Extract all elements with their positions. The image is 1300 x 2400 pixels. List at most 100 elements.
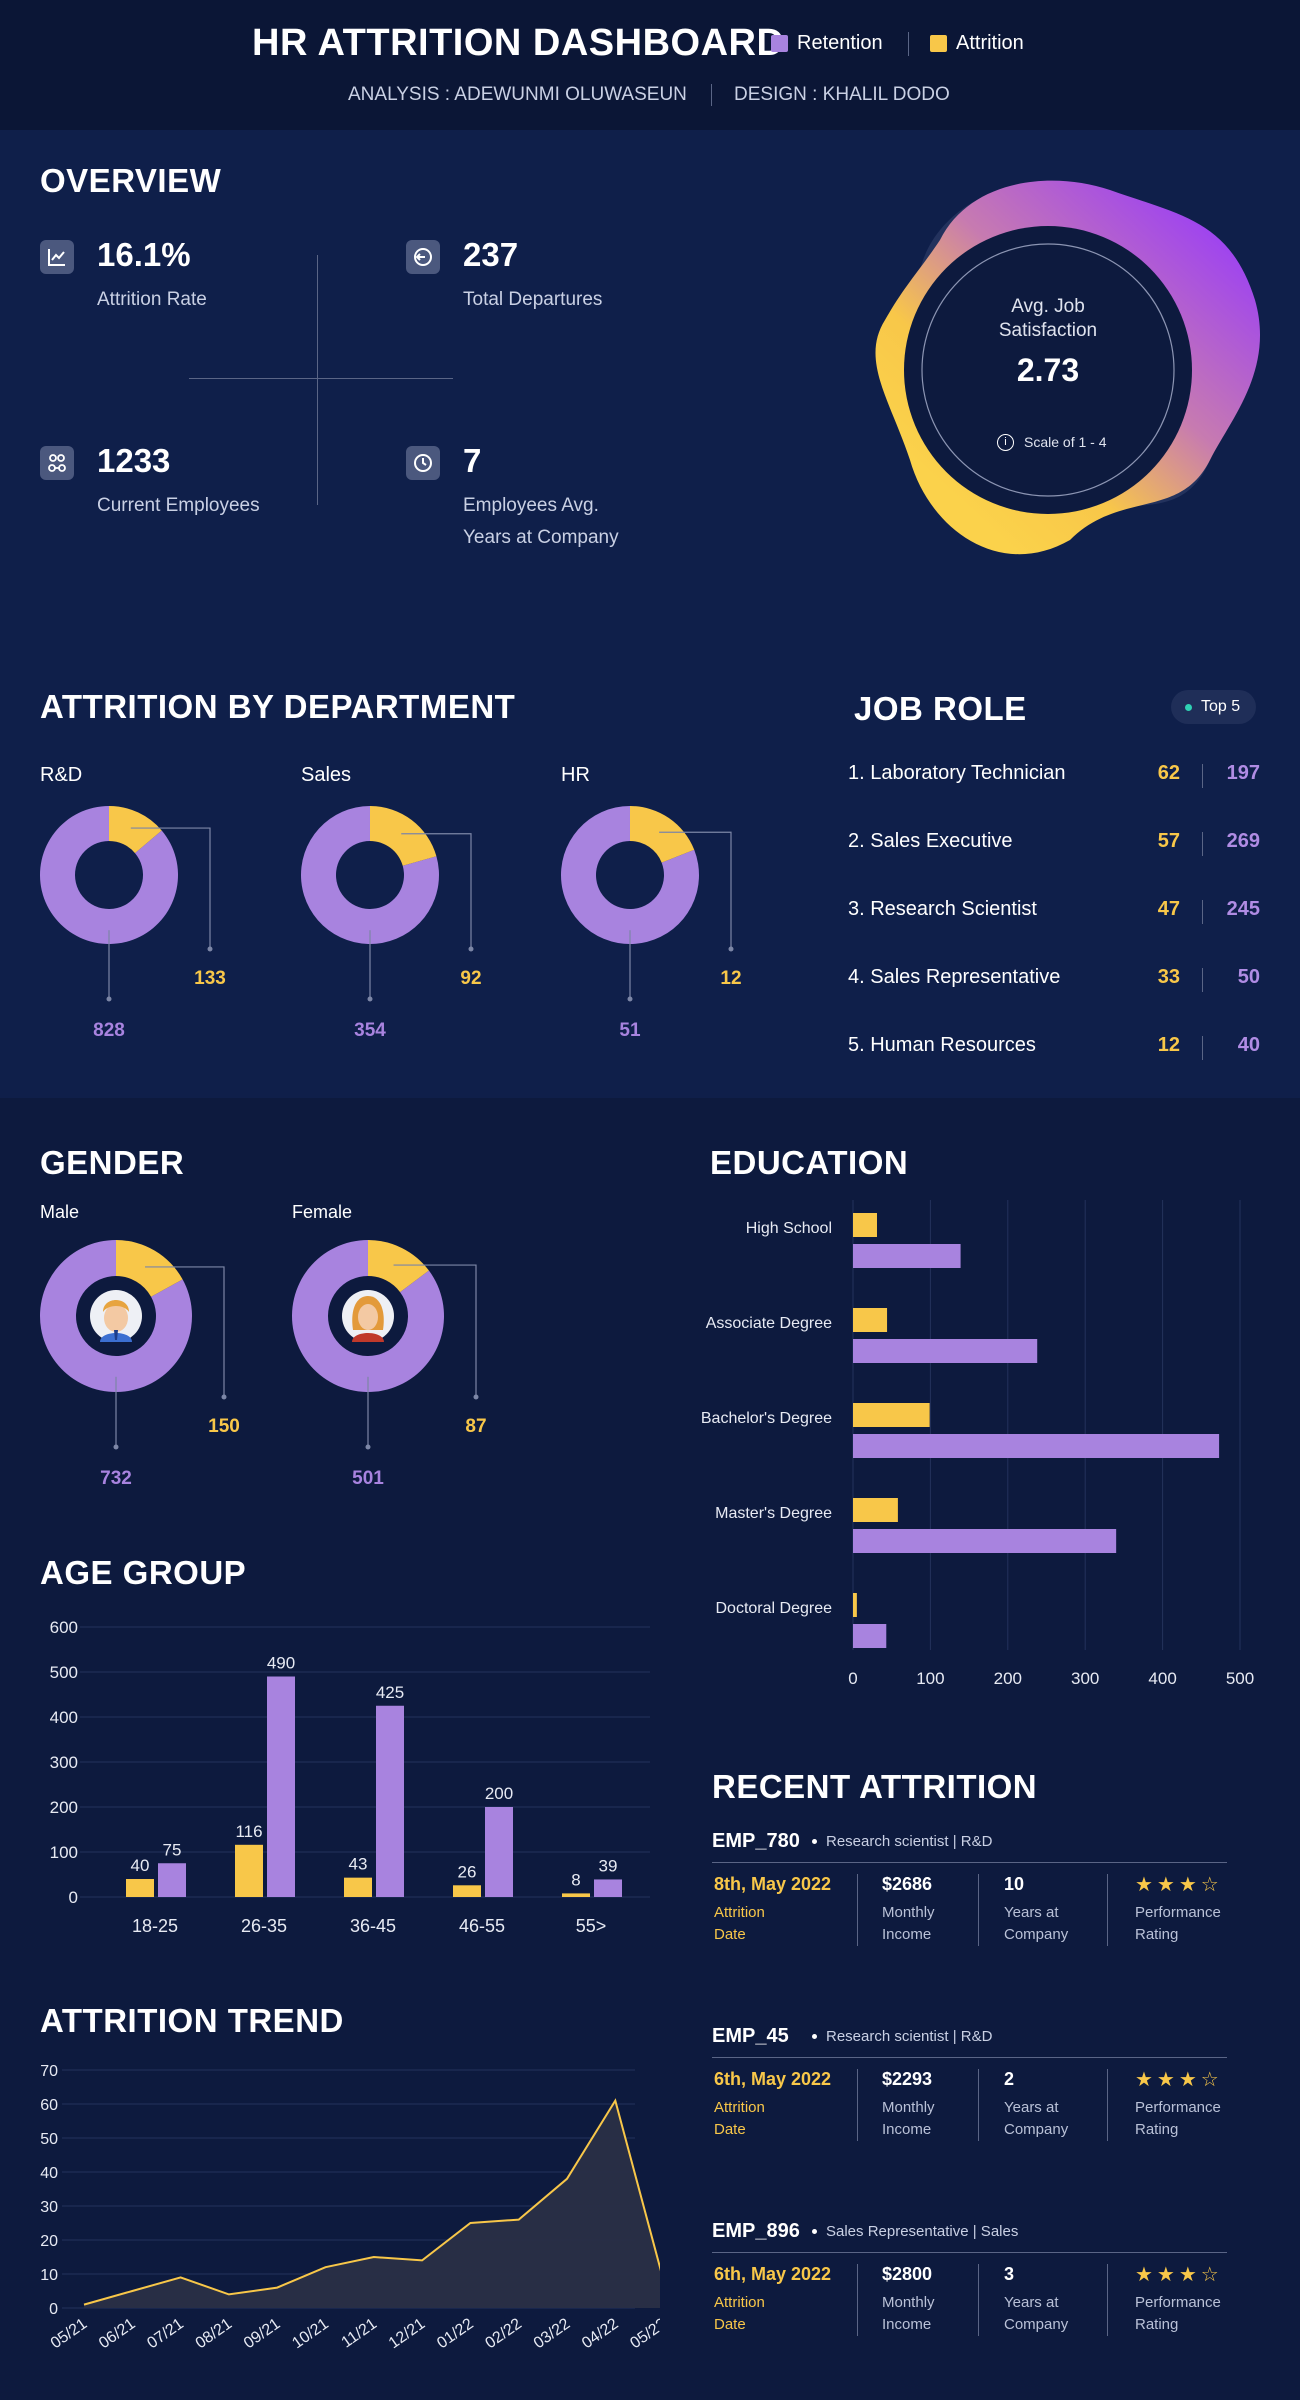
dept-hr-label: HR (561, 764, 590, 786)
dashboard-title: HR ATTRITION DASHBOARD (252, 22, 785, 64)
job-role-retention: 269 (1226, 830, 1260, 852)
gender-title: GENDER (40, 1144, 185, 1181)
performance-rating-label: Performance (1135, 1904, 1221, 1921)
dept-sales-attrition-leader-dot (468, 946, 474, 952)
employee-divider (712, 2057, 1227, 2058)
job-role-attrition: 62 (1157, 762, 1180, 784)
age-retention-bar (485, 1807, 513, 1897)
employee-role: Sales Representative | Sales (826, 2223, 1019, 2240)
employee-id[interactable]: EMP_780 (712, 1830, 800, 1852)
education-attrition-bar (853, 1213, 877, 1237)
job-role-retention: 197 (1226, 762, 1260, 784)
job-role-divider (1202, 764, 1203, 788)
exit-icon (406, 240, 440, 274)
card-divider (857, 2069, 858, 2141)
dept-rd-attrition-slice (109, 806, 162, 854)
years-at-company-label-2: Company (1004, 2316, 1069, 2333)
trend-y-tick: 50 (40, 2131, 58, 2148)
age-retention-label: 39 (599, 1856, 618, 1875)
education-retention-bar (853, 1339, 1038, 1363)
trend-x-tick: 04/22 (579, 2315, 622, 2352)
current-employees-label: Current Employees (97, 495, 260, 516)
job-role-attrition: 33 (1157, 966, 1180, 988)
age-retention-label: 200 (485, 1784, 513, 1803)
trend-x-tick: 11/21 (339, 2315, 381, 2351)
satisfaction-label-1: Avg. Job (1011, 296, 1085, 317)
age-category-label: 26-35 (241, 1916, 287, 1936)
trend-y-tick: 0 (49, 2301, 58, 2318)
trend-x-tick: 03/22 (531, 2315, 574, 2352)
job-role-retention: 245 (1226, 898, 1260, 920)
education-attrition-bar (853, 1403, 930, 1427)
gender-male-retention-slice (39, 1240, 192, 1392)
attrition-trend-chart: 0 10 20 30 40 50 60 70 05/21 06/21 07/21 08/21 09/21… (40, 2063, 660, 2352)
job-role-attrition: 57 (1157, 830, 1180, 852)
badge-dot-icon (1185, 704, 1192, 711)
dept-rd-retention-leader-dot (106, 996, 112, 1002)
performance-rating-label-2: Rating (1135, 2316, 1179, 2333)
department-title: ATTRITION BY DEPARTMENT (40, 688, 516, 725)
monthly-income-label-2: Income (882, 2316, 932, 2333)
education-x-tick: 100 (916, 1669, 944, 1688)
avg-years-label-2: Years at Company (463, 527, 619, 548)
age-attrition-label: 8 (571, 1870, 580, 1889)
years-at-company-label-2: Company (1004, 1926, 1069, 1943)
donut-sales: 92 354 (301, 806, 482, 1041)
dept-hr-attrition-value: 12 (720, 968, 741, 989)
monthly-income-value: $2293 (882, 2069, 933, 2089)
trend-x-tick: 07/21 (144, 2315, 187, 2352)
card-divider (978, 2264, 979, 2336)
dept-sales-attrition-slice (370, 806, 437, 866)
attrition-date-value: 8th, May 2022 (714, 1874, 832, 1894)
employee-divider (712, 1862, 1227, 1863)
age-group-chart: 0 100 200 300 400 500 600 40 75 18-25 116 490 26-35 4… (50, 1618, 650, 1936)
card-divider (857, 1874, 858, 1946)
age-attrition-label: 116 (235, 1822, 262, 1841)
dept-rd-attrition-value: 133 (194, 968, 226, 989)
legend-divider (908, 32, 909, 56)
job-role-divider (1202, 968, 1203, 992)
header-band (0, 0, 1300, 130)
employee-id[interactable]: EMP_45 (712, 2025, 789, 2047)
trend-title: ATTRITION TREND (40, 2002, 344, 2039)
age-retention-bar (158, 1863, 186, 1897)
gender-female-retention-slice (292, 1240, 445, 1392)
education-x-tick: 200 (994, 1669, 1022, 1688)
dept-sales-retention-leader-dot (367, 996, 373, 1002)
age-y-tick: 400 (50, 1708, 78, 1727)
dept-sales-retention-value: 354 (354, 1020, 386, 1041)
gender-female-label: Female (292, 1202, 353, 1222)
job-role-divider (1202, 1036, 1203, 1060)
monthly-income-label: Monthly (882, 2294, 935, 2311)
age-y-tick: 600 (50, 1618, 78, 1637)
employee-bullet (812, 1839, 817, 1844)
attrition-date-label: Attrition (714, 2099, 765, 2116)
employee-id[interactable]: EMP_896 (712, 2220, 800, 2242)
years-at-company-label: Years at (1004, 2294, 1059, 2311)
dept-sales-label: Sales (301, 764, 352, 786)
people-network-icon (40, 446, 74, 480)
monthly-income-label-2: Income (882, 1926, 932, 1943)
education-retention-bar (853, 1434, 1220, 1458)
years-at-company-value: 3 (1004, 2264, 1015, 2284)
satisfaction-value: 2.73 (1016, 352, 1080, 388)
trend-x-tick: 01/22 (434, 2315, 477, 2352)
employee-bullet (812, 2229, 817, 2234)
performance-rating-label-2: Rating (1135, 2121, 1179, 2138)
education-category-label: Bachelor's Degree (701, 1410, 832, 1427)
gender-male-attrition-value: 150 (208, 1416, 240, 1437)
trend-x-tick: 12/21 (386, 2315, 429, 2352)
attrition-date-label: Attrition (714, 2294, 765, 2311)
attrition-date-label-2: Date (714, 1926, 746, 1943)
employee-bullet (812, 2034, 817, 2039)
info-icon: i (997, 434, 1014, 451)
trend-x-tick: 05/22 (627, 2315, 660, 2352)
credit-divider (711, 84, 712, 106)
top5-badge[interactable]: Top 5 (1171, 690, 1257, 724)
job-role-label: 4. Sales Representative (848, 966, 1061, 988)
employee-role: Research scientist | R&D (826, 2028, 993, 2045)
monthly-income-value: $2800 (882, 2264, 933, 2284)
gender-female-attrition-leader-dot (473, 1394, 479, 1400)
gender-male-label: Male (40, 1202, 80, 1222)
dept-sales-attrition-value: 92 (460, 968, 481, 989)
